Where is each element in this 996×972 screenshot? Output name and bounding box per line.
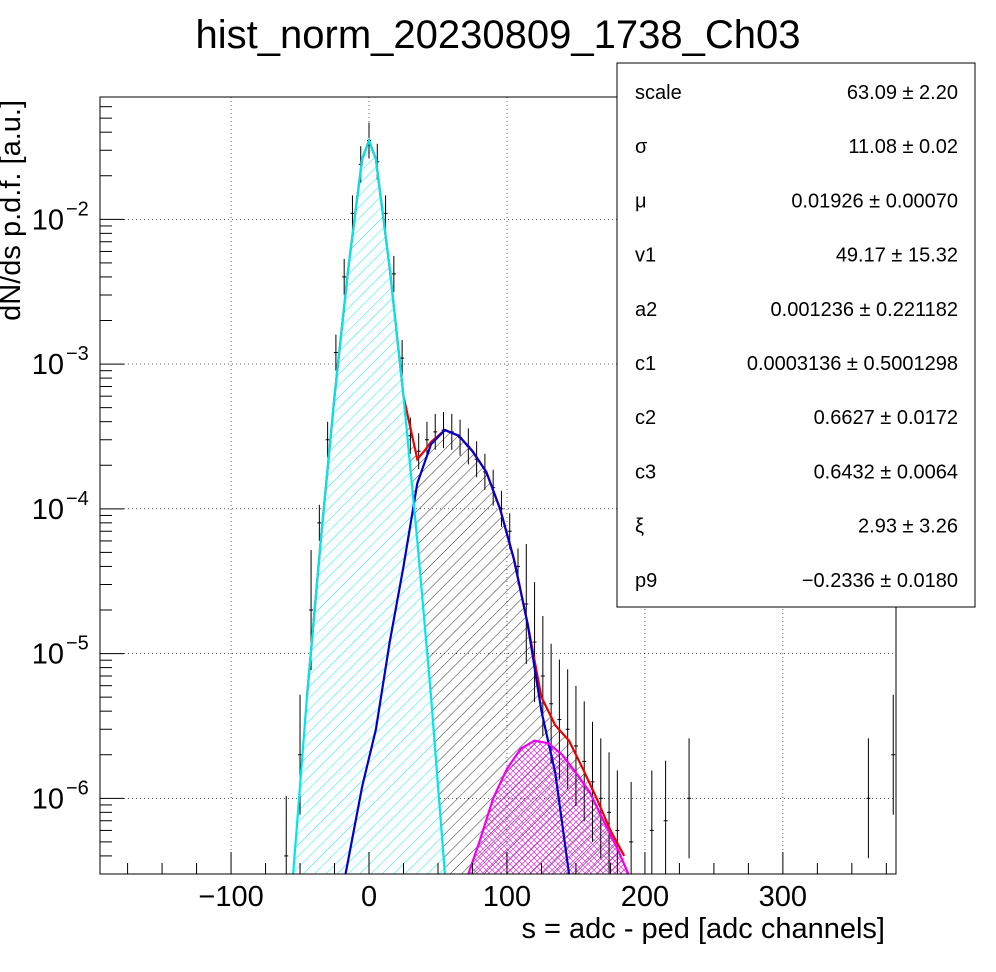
x-tick-label: 300 — [759, 881, 807, 913]
pedestal-fill — [293, 140, 445, 874]
y-tick-exponent: −2 — [66, 198, 89, 220]
stats-label: c3 — [635, 461, 656, 483]
y-tick-label: 10 — [32, 639, 64, 671]
stats-value: 0.01926 ± 0.00070 — [791, 190, 958, 212]
stats-value: 0.6627 ± 0.0172 — [814, 407, 958, 429]
y-axis-label: dN/ds p.d.f. [a.u.] — [0, 100, 27, 321]
x-axis: −100 0 100 200 300 — [127, 852, 887, 913]
y-tick-label: 10 — [32, 783, 64, 815]
x-tick-label: 0 — [361, 881, 377, 913]
stats-label: v1 — [635, 245, 656, 267]
x-tick-label: 200 — [621, 881, 669, 913]
stats-value: 0.6432 ± 0.0064 — [814, 461, 958, 483]
stats-label: p9 — [635, 570, 657, 592]
stats-value: −0.2336 ± 0.0180 — [802, 570, 958, 592]
y-tick-exponent: −5 — [66, 633, 89, 655]
stats-value: 0.001236 ± 0.221182 — [771, 299, 958, 321]
stats-label: a2 — [635, 299, 657, 321]
x-tick-label: 100 — [483, 881, 531, 913]
stats-label: scale — [635, 82, 682, 104]
y-tick-label: 10 — [32, 204, 64, 236]
pedestal-curve — [292, 137, 446, 874]
y-axis: 10−210−310−410−510−6 — [32, 96, 124, 875]
stats-value: 11.08 ± 0.02 — [848, 136, 958, 158]
stats-label: σ — [635, 136, 648, 158]
y-tick-exponent: −4 — [66, 488, 89, 510]
stats-value: 63.09 ± 2.20 — [847, 82, 958, 104]
stats-label: μ — [635, 190, 647, 212]
stats-value: 49.17 ± 15.32 — [836, 245, 958, 267]
fill-regions — [293, 140, 629, 874]
double-pe-curve — [467, 739, 630, 874]
double-pe-fill — [468, 740, 629, 874]
stats-box: scale 63.09 ± 2.20 σ 11.08 ± 0.02 μ 0.01926 ±… — [616, 62, 976, 608]
y-tick-exponent: −3 — [66, 343, 89, 365]
y-tick-label: 10 — [32, 349, 64, 381]
y-tick-label: 10 — [32, 494, 64, 526]
stats-value: 0.0003136 ± 0.5001298 — [747, 353, 958, 375]
x-axis-label: s = adc - ped [adc channels] — [521, 913, 885, 945]
single-pe-curve — [344, 428, 571, 874]
y-tick-exponent: −6 — [66, 777, 89, 799]
chart-title: hist_norm_20230809_1738_Ch03 — [196, 13, 801, 57]
stats-value: 2.93 ± 3.26 — [858, 516, 958, 538]
stats-label: c2 — [635, 407, 656, 429]
stats-label: c1 — [635, 353, 656, 375]
fit-curves — [292, 137, 630, 874]
x-tick-label: −100 — [198, 881, 263, 913]
stats-label: ξ — [635, 516, 644, 538]
